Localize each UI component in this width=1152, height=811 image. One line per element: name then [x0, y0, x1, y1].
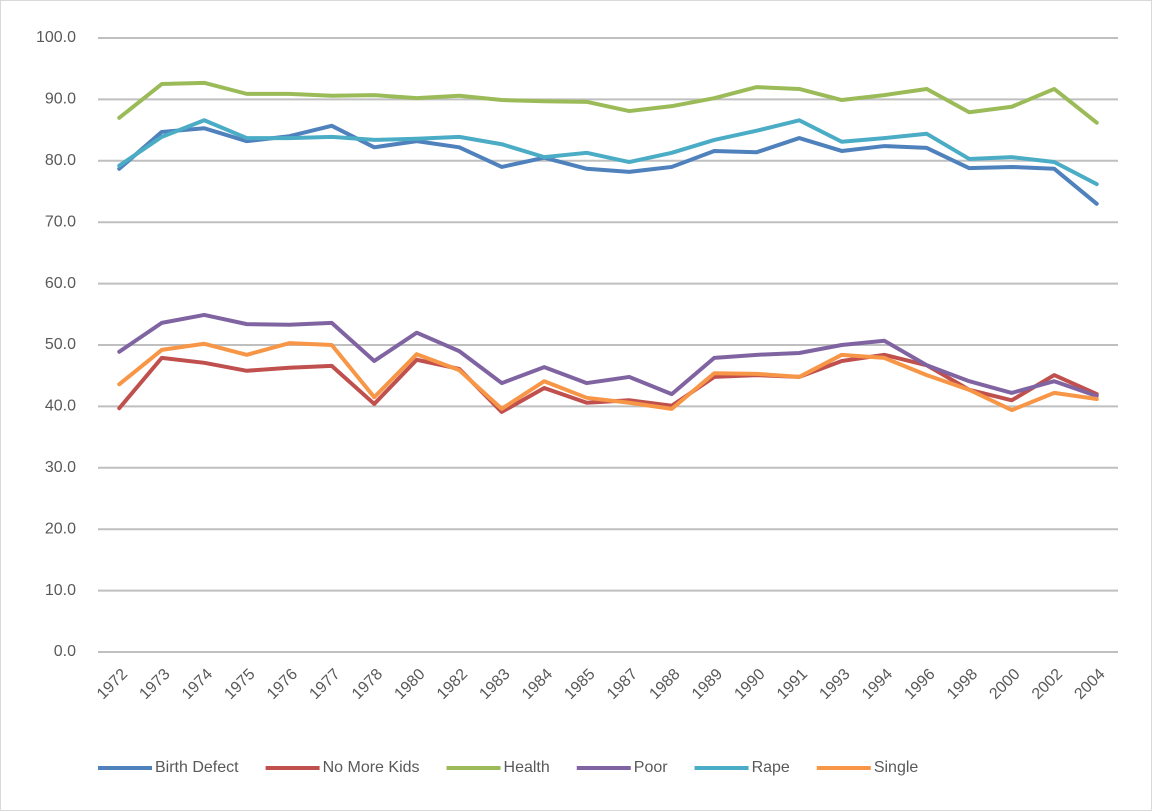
legend-label: Rape	[752, 759, 790, 776]
legend-label: Single	[874, 759, 919, 776]
y-tick-label: 60.0	[45, 275, 76, 292]
series-line	[117, 118, 1099, 187]
legend-label: Poor	[634, 759, 668, 776]
legend-label: No More Kids	[323, 759, 420, 776]
y-tick-label: 40.0	[45, 398, 76, 415]
y-tick-label: 30.0	[45, 459, 76, 476]
series-line	[117, 80, 1099, 125]
series-line	[117, 341, 1099, 413]
y-tick-label: 80.0	[45, 152, 76, 169]
y-tick-label: 50.0	[45, 336, 76, 353]
y-tick-label: 90.0	[45, 91, 76, 108]
y-tick-label: 0.0	[54, 643, 76, 660]
legend-label: Health	[504, 759, 550, 776]
legend-label: Birth Defect	[155, 759, 239, 776]
y-tick-label: 70.0	[45, 213, 76, 230]
y-tick-label: 100.0	[36, 29, 76, 46]
series-line	[117, 312, 1099, 398]
y-tick-label: 20.0	[45, 520, 76, 537]
y-tick-label: 10.0	[45, 582, 76, 599]
